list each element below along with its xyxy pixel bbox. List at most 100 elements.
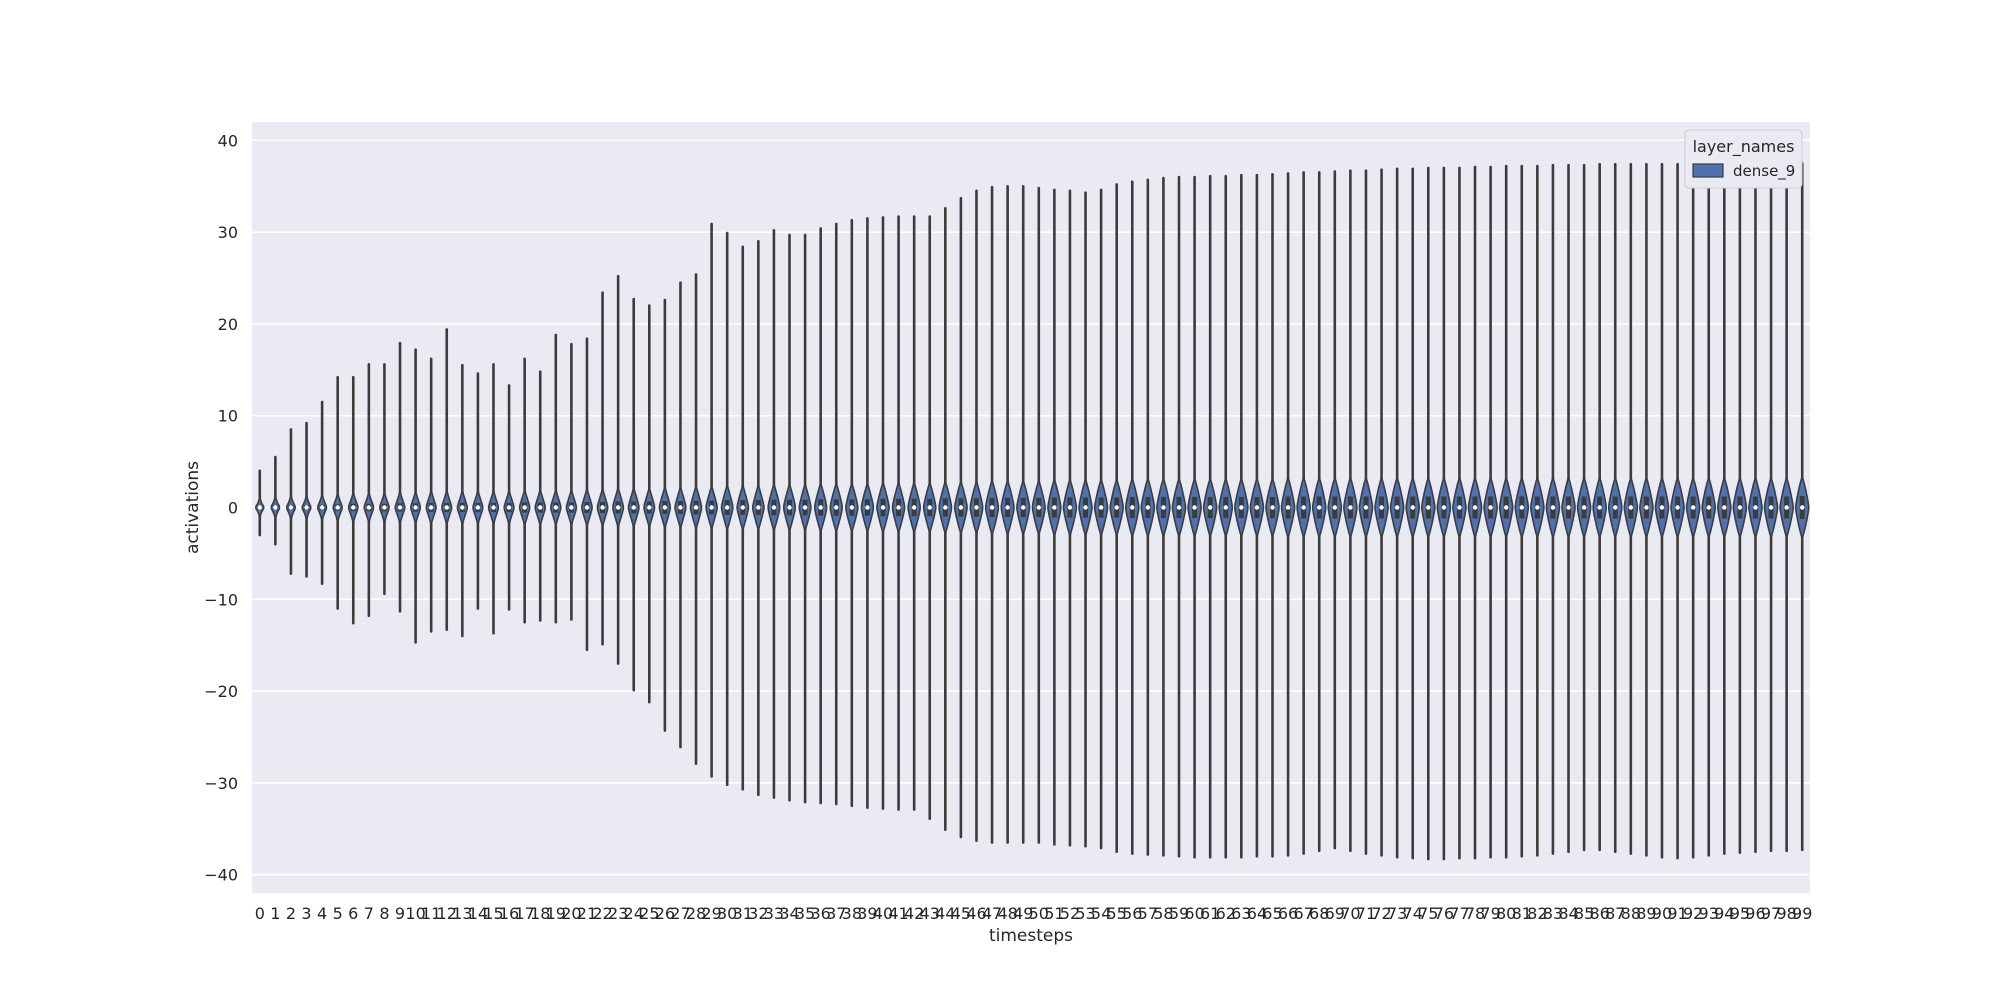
violin-56 bbox=[1124, 180, 1140, 855]
violin-median bbox=[1535, 505, 1540, 510]
y-tick-label: −10 bbox=[204, 590, 238, 609]
x-tick-label: 71 bbox=[1356, 904, 1376, 923]
violin-median bbox=[1581, 505, 1587, 510]
violin-median bbox=[1488, 505, 1493, 510]
violin-66 bbox=[1280, 172, 1296, 857]
violin-median bbox=[1114, 505, 1119, 510]
violin-48 bbox=[1000, 184, 1015, 844]
violin-41 bbox=[891, 215, 906, 811]
x-tick-label: 23 bbox=[608, 904, 628, 923]
x-tick-label: 96 bbox=[1745, 904, 1765, 923]
violin-median bbox=[1675, 505, 1680, 510]
violin-1 bbox=[270, 455, 281, 546]
violin-24 bbox=[627, 297, 640, 692]
violin-38 bbox=[845, 218, 859, 808]
violin-median bbox=[1223, 505, 1228, 510]
y-tick-label: 40 bbox=[218, 131, 238, 150]
x-tick-label: 55 bbox=[1107, 904, 1127, 923]
violin-median bbox=[974, 505, 979, 510]
violin-median bbox=[1550, 505, 1556, 510]
violin-36 bbox=[813, 227, 828, 805]
x-tick-label: 20 bbox=[561, 904, 581, 923]
violin-47 bbox=[984, 185, 1000, 844]
violin-median bbox=[849, 505, 855, 510]
violin-median bbox=[1644, 505, 1649, 510]
violin-21 bbox=[581, 337, 593, 652]
x-tick-label: 72 bbox=[1371, 904, 1391, 923]
violin-12 bbox=[441, 328, 453, 631]
violin-33 bbox=[767, 229, 781, 799]
violin-80 bbox=[1498, 164, 1514, 859]
violin-median bbox=[818, 505, 823, 510]
violin-62 bbox=[1218, 174, 1234, 859]
violin-88 bbox=[1623, 162, 1639, 855]
x-tick-label: 42 bbox=[904, 904, 924, 923]
violin-median bbox=[600, 505, 605, 510]
x-tick-label: 93 bbox=[1699, 904, 1719, 923]
x-tick-label: 58 bbox=[1153, 904, 1173, 923]
x-tick-label: 78 bbox=[1465, 904, 1485, 923]
violin-median bbox=[475, 505, 481, 510]
violin-median bbox=[1161, 505, 1166, 510]
violin-7 bbox=[363, 363, 375, 618]
x-tick-label: 61 bbox=[1200, 904, 1220, 923]
violin-77 bbox=[1452, 166, 1467, 860]
violin-29 bbox=[705, 222, 718, 778]
x-tick-label: 48 bbox=[997, 904, 1017, 923]
violin-94 bbox=[1716, 162, 1732, 855]
violin-50 bbox=[1031, 186, 1046, 844]
y-axis-label: activations bbox=[183, 461, 203, 554]
x-tick-label: 74 bbox=[1403, 904, 1423, 923]
x-tick-label: 3 bbox=[301, 904, 311, 923]
violin-median bbox=[335, 505, 340, 510]
violin-75 bbox=[1420, 166, 1436, 861]
x-tick-label: 8 bbox=[379, 904, 389, 923]
violin-70 bbox=[1343, 169, 1358, 853]
x-tick-label: 45 bbox=[951, 904, 971, 923]
violin-median bbox=[351, 505, 356, 510]
violin-18 bbox=[534, 370, 547, 622]
violin-median bbox=[1659, 505, 1665, 510]
x-tick-label: 94 bbox=[1714, 904, 1734, 923]
x-tick-label: 50 bbox=[1029, 904, 1049, 923]
x-tick-label: 51 bbox=[1044, 904, 1064, 923]
violin-median bbox=[1098, 505, 1104, 510]
violin-0 bbox=[254, 469, 265, 537]
violin-54 bbox=[1093, 188, 1109, 850]
violin-median bbox=[506, 505, 512, 510]
violin-median bbox=[491, 505, 496, 510]
violin-72 bbox=[1374, 168, 1389, 857]
violin-60 bbox=[1187, 175, 1202, 859]
x-tick-label: 40 bbox=[873, 904, 893, 923]
y-tick-label: 10 bbox=[218, 407, 238, 426]
x-tick-label: 95 bbox=[1730, 904, 1750, 923]
violin-median bbox=[693, 505, 699, 510]
violin-61 bbox=[1202, 174, 1218, 859]
x-tick-label: 73 bbox=[1387, 904, 1407, 923]
violin-median bbox=[1176, 505, 1182, 510]
legend-swatch bbox=[1692, 163, 1724, 178]
legend-title: layer_names bbox=[1693, 137, 1795, 157]
x-tick-label: 69 bbox=[1325, 904, 1345, 923]
violin-9 bbox=[394, 341, 406, 613]
x-tick-label: 98 bbox=[1776, 904, 1796, 923]
violin-30 bbox=[720, 231, 734, 786]
violin-median bbox=[1285, 505, 1291, 510]
x-tick-label: 53 bbox=[1075, 904, 1095, 923]
violin-median bbox=[1363, 505, 1369, 510]
y-tick-label: 30 bbox=[218, 223, 238, 242]
violin-median bbox=[787, 505, 792, 510]
violin-median bbox=[865, 505, 870, 510]
violin-median bbox=[1566, 505, 1571, 510]
x-tick-label: 29 bbox=[701, 904, 721, 923]
violin-90 bbox=[1654, 162, 1670, 859]
violin-85 bbox=[1576, 163, 1592, 852]
x-tick-label: 79 bbox=[1480, 904, 1500, 923]
x-tick-label: 88 bbox=[1621, 904, 1641, 923]
x-tick-label: 4 bbox=[317, 904, 327, 923]
x-tick-label: 60 bbox=[1184, 904, 1204, 923]
violin-42 bbox=[907, 215, 922, 811]
violin-87 bbox=[1607, 162, 1623, 853]
violin-92 bbox=[1685, 162, 1701, 859]
violin-median bbox=[1410, 505, 1415, 510]
